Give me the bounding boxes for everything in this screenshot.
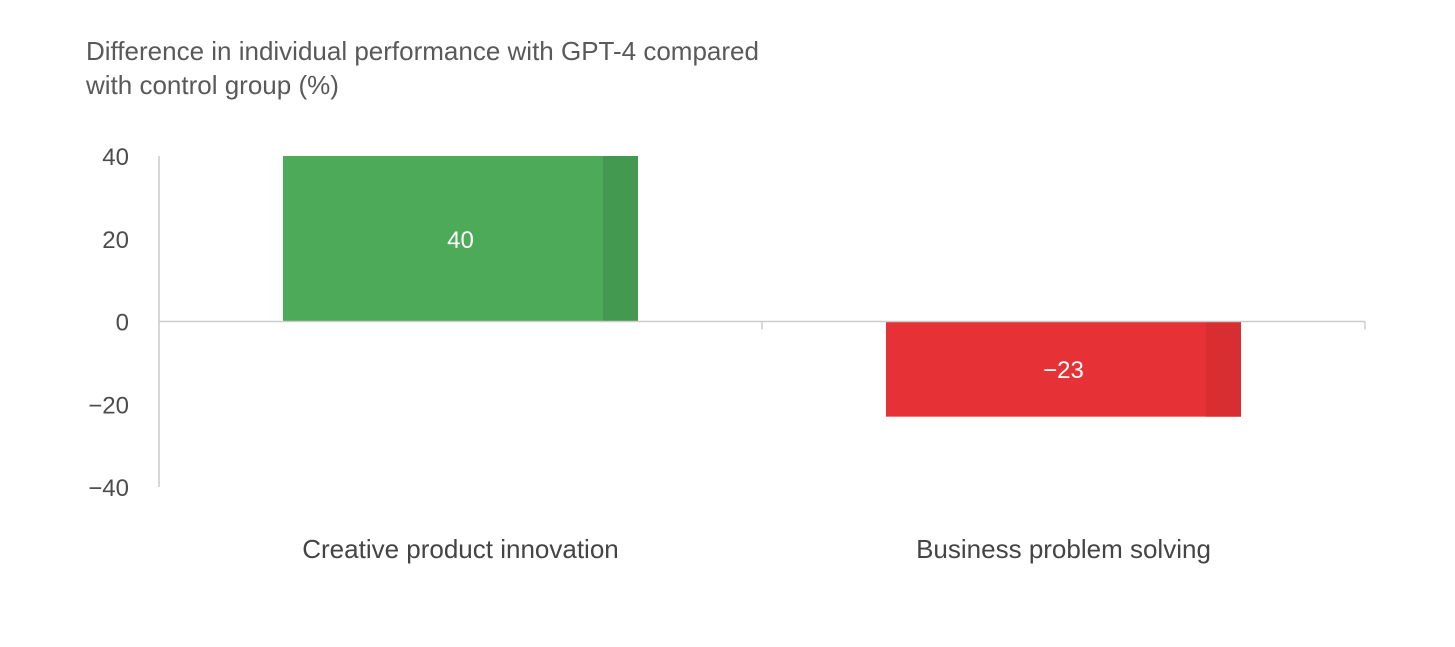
bars [283, 156, 1241, 417]
category-label-1: Business problem solving [916, 534, 1211, 564]
chart-title: Difference in individual performance wit… [86, 36, 759, 100]
y-tick-label: 40 [102, 144, 129, 171]
data-label-0: 40 [447, 227, 474, 254]
data-labels: 40 −23 [447, 227, 1084, 384]
y-tick-label: 20 [102, 227, 129, 254]
bar-1 [886, 321, 1241, 417]
bar-shade-0 [603, 156, 638, 322]
y-tick-label: 0 [116, 310, 129, 337]
category-label-0: Creative product innovation [302, 534, 619, 564]
bar-shade-1 [1206, 321, 1241, 417]
bar-0 [283, 156, 638, 322]
y-tick-label: −20 [88, 392, 129, 419]
data-label-1: −23 [1043, 357, 1084, 384]
y-tick-label: −40 [88, 475, 129, 502]
category-labels: Creative product innovation Business prob… [302, 534, 1211, 564]
y-tick-labels: 40 20 0 −20 −40 [88, 144, 129, 502]
zero-baseline [159, 320, 1366, 330]
